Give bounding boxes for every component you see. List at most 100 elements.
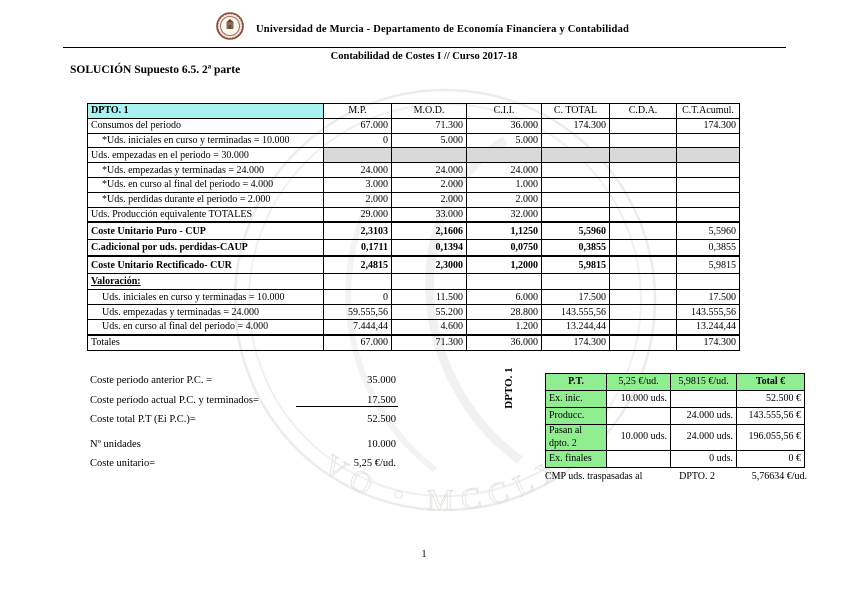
value-cell [541, 147, 610, 164]
row-label-cell: Uds. empezadas en el periodo = 30.000 [87, 147, 324, 164]
summary-label: Coste total P.T (Ei P.C.)= [90, 414, 196, 425]
pt-footer-value: 5,76634 €/ud. [751, 471, 807, 482]
value-cell: 55.200 [391, 304, 467, 320]
pt-table-body: Ex. inic. 10.000 uds. 52.500 € Producc. 24.0… [545, 390, 805, 468]
value-cell: 174.300 [541, 333, 610, 351]
value-cell: 71.300 [391, 117, 467, 134]
header-divider [63, 47, 786, 48]
table-row: *Uds. empezadas y terminadas = 24.000 24.… [87, 162, 740, 178]
summary-row: Nº unidades 10.000 [90, 439, 398, 459]
pt-column-header-cell: P.T. [545, 373, 607, 391]
row-label-cell: *Uds. perdidas durante el periodo = 2.00… [87, 191, 324, 208]
value-cell [609, 304, 677, 320]
summary-value: 10.000 [367, 438, 396, 450]
course-header-text: Contabilidad de Costes I // Curso 2017-1… [330, 51, 518, 62]
value-cell: 3.000 [323, 176, 392, 193]
table-row: Uds. iniciales en curso y terminadas = 1… [87, 289, 740, 306]
summary-value: 5,25 €/ud. [353, 458, 396, 469]
value-cell [676, 191, 740, 208]
row-label-cell: Totales [87, 333, 324, 351]
row-label-cell: Uds. en curso al final del periodo = 4.0… [87, 318, 324, 336]
column-header-cell: C.D.A. [609, 103, 677, 119]
value-cell: 7.444,44 [323, 318, 392, 336]
value-cell [676, 206, 740, 223]
summary-label: Coste periodo actual P.C. y terminados= [90, 394, 259, 406]
value-cell: 17.500 [676, 289, 740, 306]
pt-value-cell: 52.500 € [736, 390, 805, 408]
value-cell: 29.000 [323, 206, 392, 223]
value-cell [541, 132, 610, 149]
value-cell [609, 176, 677, 193]
table-row: *Uds. en curso al final del periodo = 4.… [87, 176, 740, 193]
value-cell: 1,1250 [466, 221, 542, 240]
column-header-cell: C. TOTAL [541, 103, 610, 119]
dept-rotated-label: DPTO. 1 [503, 367, 515, 409]
summary-value: 35.000 [367, 375, 396, 386]
pt-value-cell: 10.000 uds. [606, 424, 671, 451]
value-cell: 5,9815 [541, 255, 610, 274]
value-cell [609, 238, 677, 257]
pt-row-label-cell: Producc. [545, 407, 607, 425]
value-cell [609, 132, 677, 149]
university-header-text: Universidad de Murcia - Departamento de … [256, 24, 630, 35]
value-cell: 17.500 [541, 289, 610, 306]
pt-footer: CMP uds. traspasadas al DPTO. 2 5,76634 … [545, 471, 807, 482]
value-cell [609, 318, 677, 336]
pt-table: P.T. 5,25 €/ud. 5,9815 €/ud. Total € Ex. in… [545, 373, 805, 468]
pt-table-row: Ex. inic. 10.000 uds. 52.500 € [545, 390, 805, 408]
value-cell [541, 206, 610, 223]
value-cell: 0 [323, 132, 392, 149]
table-row: *Uds. perdidas durante el periodo = 2.00… [87, 191, 740, 208]
value-cell: 5.000 [466, 132, 542, 149]
pt-table-row: Ex. finales 0 uds. 0 € [545, 450, 805, 468]
summary-row: Coste periodo actual P.C. y terminados= 1… [90, 395, 398, 415]
value-cell: 5.000 [391, 132, 467, 149]
pt-header-row: P.T. 5,25 €/ud. 5,9815 €/ud. Total € [545, 373, 805, 391]
table-row: Uds. empezadas en el periodo = 30.000 [87, 147, 740, 164]
value-cell: 174.300 [676, 117, 740, 134]
table-row: Valoración: [87, 272, 740, 291]
value-cell [391, 272, 467, 291]
value-cell: 67.000 [323, 333, 392, 351]
pt-value-cell [606, 407, 671, 425]
value-cell: 36.000 [466, 117, 542, 134]
value-cell: 174.300 [676, 333, 740, 351]
value-cell: 4.600 [391, 318, 467, 336]
table-row: Uds. en curso al final del periodo = 4.0… [87, 318, 740, 336]
row-label-cell: *Uds. empezadas y terminadas = 24.000 [87, 162, 324, 178]
row-label-cell: Coste Unitario Puro - CUP [87, 221, 324, 240]
value-cell [609, 255, 677, 274]
value-cell: 143.555,56 [541, 304, 610, 320]
value-cell [323, 272, 392, 291]
value-cell: 13.244,44 [676, 318, 740, 336]
value-cell: 1.200 [466, 318, 542, 336]
pt-row-label-cell: Ex. finales [545, 450, 607, 468]
row-label-cell: C.adicional por uds. perdidas-CAUP [87, 238, 324, 257]
table-row: Uds. empezadas y terminadas = 24.000 59.5… [87, 304, 740, 320]
value-cell: 2.000 [466, 191, 542, 208]
value-cell [609, 272, 677, 291]
pt-table-row: Producc. 24.000 uds. 143.555,56 € [545, 407, 805, 425]
value-cell: 11.500 [391, 289, 467, 306]
value-cell [609, 191, 677, 208]
value-cell: 28.800 [466, 304, 542, 320]
table-row: C.adicional por uds. perdidas-CAUP 0,1711… [87, 238, 740, 257]
value-cell: 24.000 [323, 162, 392, 178]
pt-value-cell: 10.000 uds. [606, 390, 671, 408]
summary-row: Coste periodo anterior P.C. = 35.000 [90, 375, 398, 395]
value-cell: 0 [323, 289, 392, 306]
page-number: 1 [421, 549, 427, 560]
summary-row: Coste unitario= 5,25 €/ud. [90, 458, 398, 478]
row-label-cell: *Uds. iniciales en curso y terminadas = … [87, 132, 324, 149]
summary-label: Coste periodo anterior P.C. = [90, 375, 212, 386]
value-cell [323, 147, 392, 164]
pt-value-cell: 196.055,56 € [736, 424, 805, 451]
table-row: Coste Unitario Puro - CUP 2,3103 2,1606 1,1… [87, 221, 740, 240]
university-logo-icon [216, 12, 244, 40]
value-cell: 0,3855 [541, 238, 610, 257]
column-header-cell: M.O.D. [391, 103, 467, 119]
value-cell [541, 176, 610, 193]
value-cell: 5,5960 [541, 221, 610, 240]
value-cell [466, 147, 542, 164]
